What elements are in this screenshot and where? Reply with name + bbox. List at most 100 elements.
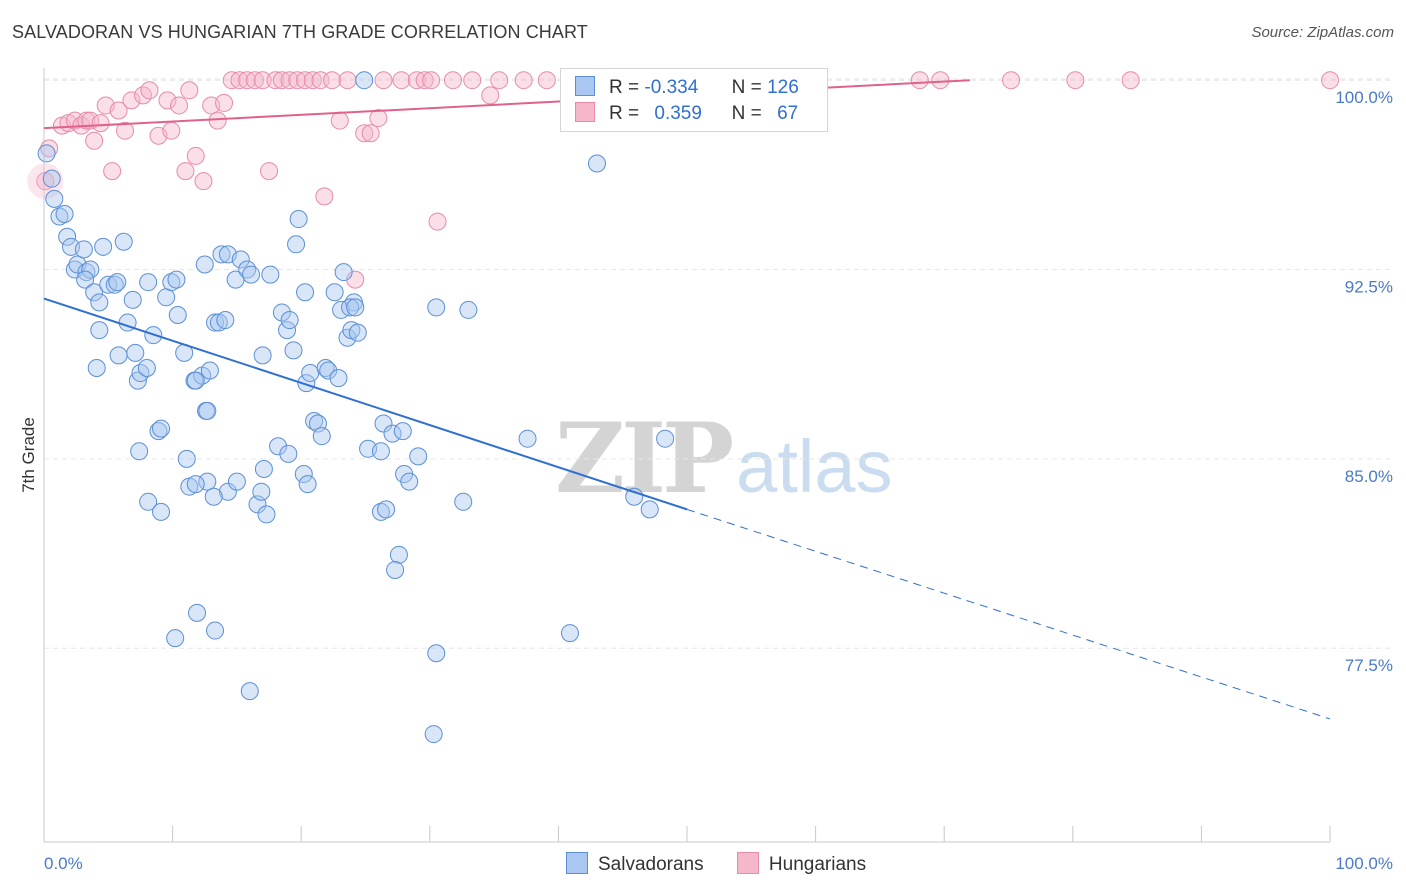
hungarian-point	[222, 71, 241, 90]
salvadoran-point	[206, 621, 225, 640]
salvadoran-point	[37, 144, 56, 163]
salvadoran-point	[130, 442, 149, 461]
legend-swatch-pink	[575, 102, 595, 122]
axis-labels: 100.0% 92.5% 85.0% 77.5% 0.0% 100.0% 7th Grade	[19, 88, 1393, 873]
salvadoran-point	[409, 447, 428, 466]
salvadoran-point	[312, 427, 331, 446]
axes	[43, 68, 1331, 843]
legend-swatch-blue	[575, 76, 595, 96]
hungarian-point	[288, 71, 307, 90]
legend-item-salvadorans[interactable]: Salvadorans	[566, 852, 704, 876]
salvadoran-point	[200, 361, 219, 380]
hungarian-point	[514, 71, 533, 90]
salvadoran-point	[329, 369, 348, 388]
salvadoran-point	[227, 472, 246, 491]
legend-item-hungarians[interactable]: Hungarians	[736, 852, 867, 876]
salvadorans-trend-line	[43, 297, 688, 511]
salvadoran-point	[50, 207, 69, 226]
salvadoran-point	[341, 298, 360, 317]
hungarian-point	[253, 71, 272, 90]
y-tick-label: 85.0%	[1345, 467, 1393, 486]
salvadoran-point	[424, 725, 443, 744]
hungarian-point	[186, 146, 205, 165]
salvadoran-point	[94, 237, 113, 256]
hungarian-point	[315, 187, 334, 206]
hungarian-point	[230, 71, 249, 90]
hungarian-point	[407, 71, 426, 90]
hungarian-point	[910, 71, 929, 90]
salvadoran-point	[298, 475, 317, 494]
hungarian-point	[162, 121, 181, 140]
hungarians-swatch	[736, 852, 759, 874]
hungarian-point	[85, 131, 104, 150]
salvadoran-point	[90, 321, 109, 340]
hungarian-point	[1121, 71, 1140, 90]
salvadoran-point	[261, 265, 280, 284]
salvadoran-point	[166, 629, 185, 648]
salvadoran-point	[109, 346, 128, 365]
hungarian-point	[338, 71, 357, 90]
hungarian-point	[415, 71, 434, 90]
salvadoran-point	[85, 283, 104, 302]
hungarian-point	[245, 71, 264, 90]
hungarian-point	[296, 71, 315, 90]
hungarian-point	[481, 86, 500, 105]
salvadorans-points	[37, 71, 675, 744]
hungarian-point	[176, 162, 195, 181]
x-tick-label: 0.0%	[44, 854, 83, 873]
salvadoran-point	[162, 273, 181, 292]
hungarian-point	[238, 71, 257, 90]
salvadoran-point	[87, 359, 106, 377]
legend-r-value: -0.334	[644, 77, 699, 98]
hungarian-point	[369, 109, 388, 128]
legend-r-label: R =	[609, 77, 640, 98]
hungarian-point	[1002, 71, 1021, 90]
salvadoran-point	[137, 359, 156, 377]
salvadoran-point	[427, 644, 446, 663]
hungarian-point	[194, 172, 213, 191]
salvadoran-point	[257, 505, 276, 524]
hungarian-point	[490, 71, 509, 90]
y-tick-label: 77.5%	[1345, 656, 1393, 675]
salvadoran-point	[177, 449, 196, 468]
hungarians-label: Hungarians	[768, 854, 867, 875]
trend-lines	[43, 79, 1331, 720]
legend-n-value: 67	[777, 103, 799, 124]
salvadoran-point	[81, 260, 100, 279]
hungarian-point	[91, 114, 110, 133]
salvadoran-point	[186, 371, 205, 390]
hungarian-point	[170, 96, 189, 115]
legend-r-value: 0.359	[654, 103, 702, 124]
salvadoran-point	[560, 624, 579, 643]
salvadoran-point	[188, 603, 207, 622]
salvadoran-point	[640, 500, 659, 519]
salvadoran-point	[269, 437, 288, 456]
legend-row-hungarians: R = 0.359 N = 67	[575, 102, 798, 128]
salvadoran-point	[371, 442, 390, 461]
y-tick-label: 92.5%	[1345, 278, 1393, 297]
watermark-atlas: atlas	[736, 425, 893, 508]
salvadoran-point	[280, 311, 299, 330]
legend-n-label: N =	[731, 77, 762, 98]
salvadoran-point	[316, 359, 335, 377]
salvadoran-point	[325, 283, 344, 302]
hungarian-point	[323, 71, 342, 90]
hungarian-point	[272, 71, 291, 90]
salvadoran-point	[389, 545, 408, 564]
legend-r-label: R =	[609, 103, 640, 124]
hungarian-point	[330, 111, 349, 130]
salvadoran-point	[123, 290, 142, 309]
salvadoran-point	[114, 232, 133, 251]
salvadoran-point	[212, 245, 231, 264]
hungarian-point	[537, 71, 556, 90]
hungarian-point	[103, 162, 122, 181]
salvadoran-point	[301, 364, 320, 383]
chart-title: SALVADORAN VS HUNGARIAN 7TH GRADE CORREL…	[12, 22, 588, 42]
legend-row-salvadorans: R = -0.334 N = 126	[575, 76, 799, 102]
salvadoran-point	[152, 419, 171, 438]
hungarian-point	[180, 81, 199, 100]
salvadoran-point	[149, 422, 168, 441]
x-tick-label: 100.0%	[1335, 854, 1393, 873]
hungarian-point	[374, 71, 393, 90]
